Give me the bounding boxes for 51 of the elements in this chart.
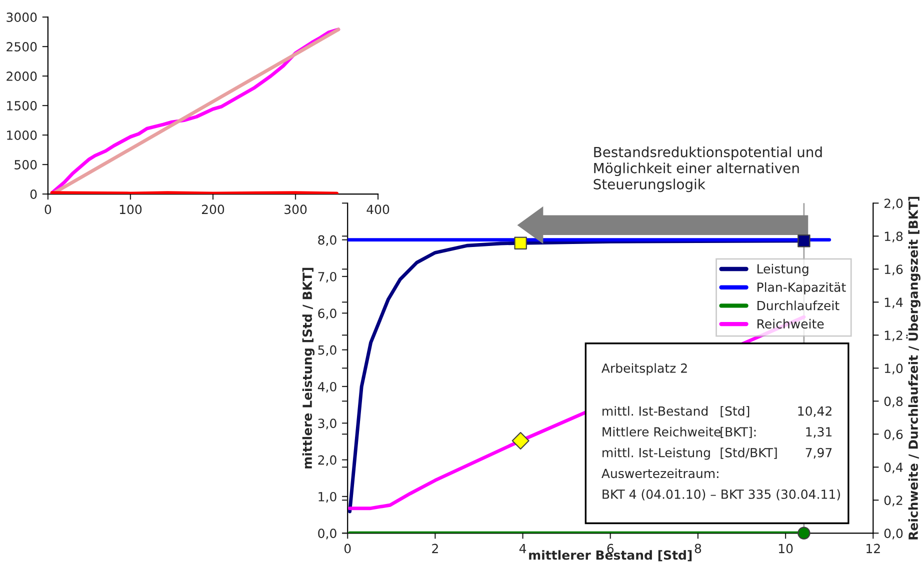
annotation: Arbeitsplatz 2	[602, 363, 687, 376]
y2-tick-label: 0,6	[884, 430, 903, 440]
y-tick-label: 2000	[6, 72, 37, 81]
y-tick-label: 6,0	[318, 308, 336, 320]
x-tick-label: 0	[344, 544, 351, 554]
x-tick-label: 0	[44, 204, 52, 214]
y2-tick-label: 0,8	[884, 396, 903, 408]
y-axis-title: mittlere Leistung [Std / BKT]	[302, 268, 315, 468]
y2-tick-label: 1,6	[884, 264, 903, 276]
y2-tick-label: 0,4	[884, 462, 903, 474]
x-tick-label: 200	[202, 204, 224, 214]
y-tick-label: 500	[14, 160, 37, 170]
x-tick-label: 400	[366, 204, 390, 214]
y2-tick-label: 1,4	[884, 298, 903, 308]
y-tick-label: 4,0	[318, 382, 336, 393]
text: Mittlere Reichweite[BKT]: 1,31	[602, 426, 832, 438]
annotation: BKT 4 (04.01.10) – BKT 335 (30.04.11)	[602, 489, 840, 500]
legend-label: Leistung	[758, 264, 808, 276]
y2-tick-label: 0,2	[884, 496, 902, 506]
x-tick-label: 4	[519, 544, 526, 554]
legend-label: Durchlaufzeit	[758, 300, 840, 310]
legend-label: Reichweite	[758, 318, 824, 329]
x-tick-label: 100	[120, 204, 142, 214]
x-tick-label: 8	[694, 544, 702, 554]
x-tick-label: 12	[866, 544, 880, 554]
y-tick-label: 2,0	[318, 455, 336, 466]
legend-label: Plan-Kapazität	[758, 282, 846, 294]
x-tick-label: 300	[284, 204, 307, 214]
y2-tick-label: 1,0	[884, 364, 903, 374]
y2-tick-label: 1,8	[884, 232, 903, 242]
y-tick-label: 3000	[6, 12, 37, 22]
y-tick-label: 7,0	[318, 272, 336, 283]
y2-tick-label: 0,0	[884, 528, 903, 540]
annotation: Auswertezeitraum:	[602, 468, 718, 478]
y-tick-label: 5,0	[318, 345, 336, 356]
x-tick-label: 10	[778, 544, 793, 554]
text: mittl. Ist-Leistung [Std/BKT] 7,97	[602, 448, 832, 460]
y-tick-label: 3,0	[318, 418, 336, 430]
y-tick-label: 8,0	[318, 235, 336, 246]
y-tick-label: 0,0	[318, 528, 336, 540]
y2-tick-label: 2,0	[884, 198, 903, 210]
x-tick-label: 2	[432, 544, 438, 554]
text: mittl. Ist-Bestand [Std] 10,42	[602, 406, 832, 418]
y2-axis-title: Reichweite / Durchlaufzeit / Übergangszeit [BKT]	[906, 196, 920, 540]
y-tick-label: 2500	[6, 42, 37, 52]
y-tick-label: 1,0	[318, 492, 336, 503]
y-tick-label: 1000	[7, 130, 37, 140]
y-tick-label: 1500	[7, 101, 37, 110]
y2-tick-label: 1,2	[884, 330, 902, 342]
y-tick-label: 0	[30, 190, 37, 199]
text: Bestandsreduktionspotential und Möglichkeit einer alternativen Steuerungslogik	[594, 146, 822, 192]
